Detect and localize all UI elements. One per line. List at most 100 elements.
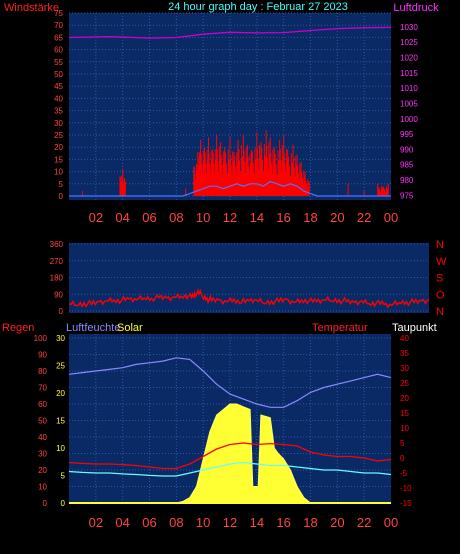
wind-tick-label: 55 xyxy=(54,58,63,67)
direction-degree-ticks: 0 90 180 270 360 xyxy=(50,240,64,316)
rain-tick-label: 40 xyxy=(38,433,47,442)
pressure-tick-label: 1025 xyxy=(400,38,418,47)
pressure-line xyxy=(68,26,392,39)
temperature-tick-label: 0 xyxy=(400,454,405,463)
rain-tick-label: 70 xyxy=(38,384,47,393)
rain-tick-label: 60 xyxy=(38,400,47,409)
temperature-axis-title: Temperatur xyxy=(312,322,368,334)
time-tick-label: 08 xyxy=(169,515,183,530)
rain-tick-label: 0 xyxy=(43,499,48,508)
solar-ticks: 0 5 10 15 20 25 30 xyxy=(56,334,65,508)
rain-tick-label: 10 xyxy=(38,483,47,492)
wind-tick-label: 65 xyxy=(54,33,63,42)
time-tick-label: 22 xyxy=(357,210,371,225)
solar-tick-label: 20 xyxy=(56,389,65,398)
temperature-tick-label: 20 xyxy=(400,394,409,403)
temperature-tick-label: 25 xyxy=(400,379,409,388)
wind-pressure-grid xyxy=(69,12,391,200)
time-tick-label: 06 xyxy=(142,515,156,530)
pressure-tick-label: 1020 xyxy=(400,53,418,62)
temperature-line xyxy=(68,442,392,470)
time-tick-label: 10 xyxy=(196,515,210,530)
time-tick-label: 02 xyxy=(89,210,103,225)
solar-tick-label: 25 xyxy=(56,362,65,371)
pressure-tick-label: 985 xyxy=(400,161,414,170)
time-tick-label: 04 xyxy=(115,210,129,225)
wind-gust-line xyxy=(81,130,389,196)
wind-direction-line xyxy=(68,288,430,309)
wind-tick-label: 35 xyxy=(54,107,63,116)
dewpoint-line xyxy=(68,461,392,477)
dewpoint-axis-title: Taupunkt xyxy=(392,322,437,334)
wind-tick-label: 40 xyxy=(54,94,63,103)
temperature-tick-label: 30 xyxy=(400,364,409,373)
degree-tick-label: 0 xyxy=(59,307,64,316)
time-tick-label: 20 xyxy=(330,210,344,225)
solar-tick-label: 30 xyxy=(56,334,65,343)
temperature-tick-label: 40 xyxy=(400,334,409,343)
time-tick-label: 20 xyxy=(330,515,344,530)
pressure-ticks: 975 980 985 990 995 1000 1005 1010 1015 1020 1025 1… xyxy=(400,23,418,201)
solar-area xyxy=(69,403,391,504)
time-tick-label: 22 xyxy=(357,515,371,530)
chart-title: 24 hour graph day : Februar 27 2023 xyxy=(168,1,348,13)
time-tick-label: 18 xyxy=(303,515,317,530)
wind-tick-label: 45 xyxy=(54,82,63,91)
time-tick-label: 14 xyxy=(250,210,264,225)
compass-tick-label: W xyxy=(436,256,447,268)
humidity-line xyxy=(68,357,392,408)
rain-tick-label: 30 xyxy=(38,450,47,459)
time-tick-label: 10 xyxy=(196,210,210,225)
wind-tick-label: 5 xyxy=(59,180,64,189)
pressure-axis-title: Luftdruck xyxy=(393,2,439,14)
rain-tick-label: 100 xyxy=(34,334,48,343)
temperature-tick-label: -10 xyxy=(400,484,412,493)
wind-tick-label: 20 xyxy=(54,143,63,152)
time-tick-label: 18 xyxy=(303,210,317,225)
wind-tick-label: 70 xyxy=(54,21,63,30)
compass-tick-label: N xyxy=(436,239,444,251)
pressure-tick-label: 980 xyxy=(400,176,414,185)
pressure-tick-label: 990 xyxy=(400,145,414,154)
temperature-tick-label: -5 xyxy=(400,469,408,478)
pressure-tick-label: 1030 xyxy=(400,23,418,32)
pressure-tick-label: 1000 xyxy=(400,115,418,124)
temperature-tick-label: -15 xyxy=(400,499,412,508)
temperature-ticks: -15 -10 -5 0 5 10 15 20 25 30 35 40 xyxy=(400,334,412,508)
temperature-tick-label: 5 xyxy=(400,439,405,448)
wind-tick-label: 25 xyxy=(54,131,63,140)
time-tick-label: 06 xyxy=(142,210,156,225)
degree-tick-label: 360 xyxy=(50,240,64,249)
wind-tick-label: 15 xyxy=(54,155,63,164)
time-tick-label: 16 xyxy=(276,210,290,225)
wind-direction-grid xyxy=(69,243,429,312)
wind-tick-label: 60 xyxy=(54,46,63,55)
wind-tick-label: 75 xyxy=(54,9,63,18)
time-tick-label: 08 xyxy=(169,210,183,225)
solar-tick-label: 0 xyxy=(61,499,66,508)
degree-tick-label: 270 xyxy=(50,257,64,266)
wind-tick-label: 10 xyxy=(54,168,63,177)
pressure-tick-label: 995 xyxy=(400,130,414,139)
rain-ticks: 0 10 20 30 40 50 60 70 80 90 100 xyxy=(34,334,48,508)
wind-axis-title: Windstärke xyxy=(4,2,59,14)
temperature-tick-label: 35 xyxy=(400,349,409,358)
temperature-tick-label: 10 xyxy=(400,424,409,433)
rain-tick-label: 50 xyxy=(38,417,47,426)
time-ticks-top: 02 04 06 08 10 12 14 16 18 20 22 00 xyxy=(89,210,399,225)
time-tick-label: 12 xyxy=(223,515,237,530)
wind-tick-label: 0 xyxy=(59,192,64,201)
rain-axis-title: Regen xyxy=(2,322,34,334)
degree-tick-label: 90 xyxy=(54,290,63,299)
wind-ticks: 0 5 10 15 20 25 30 35 40 45 50 55 60 65 70 75 xyxy=(54,9,63,201)
temperature-tick-label: 15 xyxy=(400,409,409,418)
solar-axis-title: Solar xyxy=(117,322,143,334)
humidity-axis-title: Luftfeuchte xyxy=(66,322,120,334)
time-tick-label: 16 xyxy=(276,515,290,530)
pressure-tick-label: 1005 xyxy=(400,99,418,108)
compass-tick-label: O xyxy=(436,289,445,301)
wind-tick-label: 50 xyxy=(54,70,63,79)
rain-tick-label: 90 xyxy=(38,351,47,360)
rain-tick-label: 80 xyxy=(38,367,47,376)
